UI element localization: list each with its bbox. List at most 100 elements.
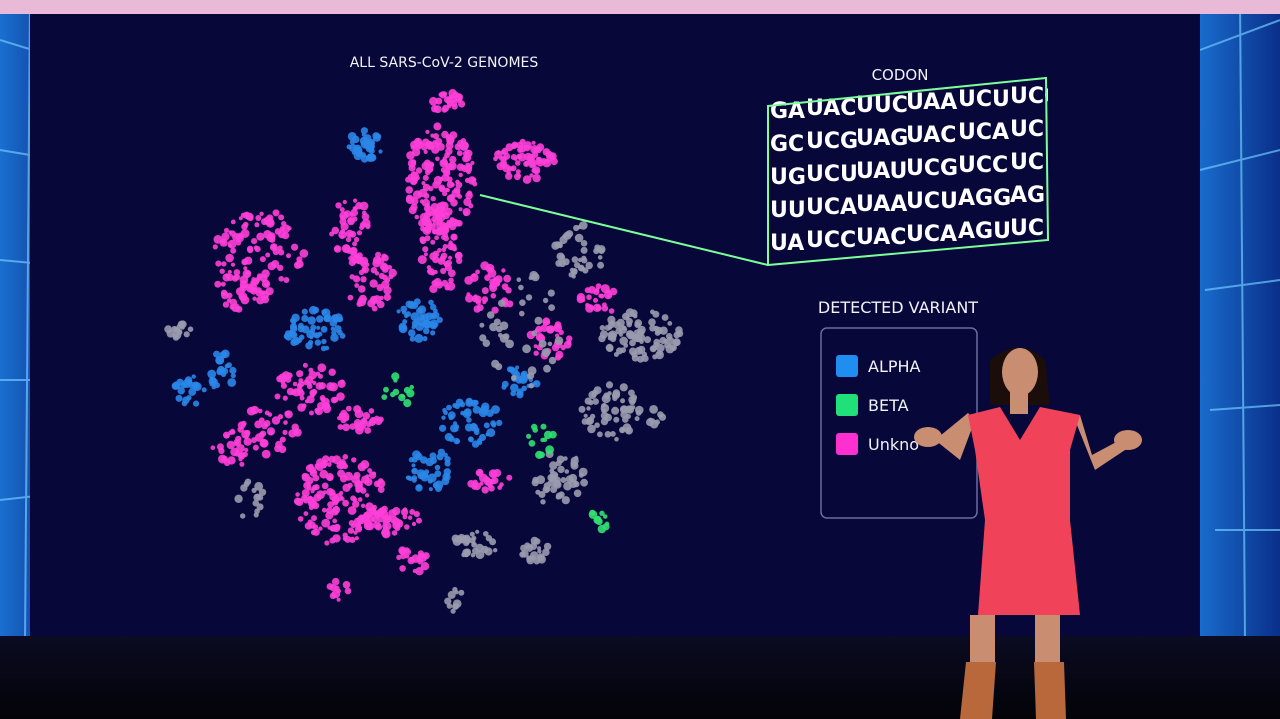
genome-dot xyxy=(542,548,550,556)
genome-dot xyxy=(446,176,453,183)
genome-dot xyxy=(620,398,626,404)
genome-dot xyxy=(322,490,327,495)
genome-dot xyxy=(309,469,318,477)
genome-dot xyxy=(377,416,384,423)
genome-dot xyxy=(242,211,251,219)
genome-dot xyxy=(473,305,481,313)
genome-dot xyxy=(516,173,521,178)
genome-dot xyxy=(376,479,386,489)
genome-dot xyxy=(338,230,347,239)
genome-dot xyxy=(543,542,552,551)
legend-swatch xyxy=(836,433,858,455)
genome-dot xyxy=(361,515,367,520)
genome-dot xyxy=(368,471,377,479)
genome-dot xyxy=(361,265,370,274)
genome-dot xyxy=(484,547,493,556)
genome-dot xyxy=(478,469,483,474)
genome-dot xyxy=(654,419,660,425)
genome-dot xyxy=(546,325,554,333)
genome-dot xyxy=(464,149,470,155)
genome-dot xyxy=(425,203,430,209)
genome-dot xyxy=(453,93,459,99)
genome-dot xyxy=(338,412,344,418)
codon: UCG xyxy=(906,156,958,181)
genome-dot xyxy=(297,516,304,522)
genome-dot xyxy=(279,226,285,231)
genome-dot xyxy=(444,456,451,463)
genome-dot xyxy=(455,398,464,407)
genome-dot xyxy=(219,268,225,274)
genome-dot xyxy=(656,343,665,353)
genome-dot xyxy=(470,552,476,558)
genome-dot xyxy=(442,156,447,161)
genome-dot xyxy=(257,408,263,414)
genome-dot xyxy=(479,334,487,342)
genome-dot xyxy=(526,433,532,439)
genome-dot xyxy=(607,315,616,324)
genome-dot xyxy=(451,103,458,110)
genome-dot xyxy=(250,279,257,286)
genome-dot xyxy=(563,481,572,491)
genome-dot xyxy=(612,395,618,402)
codon: UCA xyxy=(958,120,1009,145)
genome-dot xyxy=(463,197,472,207)
genome-dot xyxy=(254,222,260,228)
genome-dot xyxy=(537,546,542,551)
genome-dot xyxy=(449,163,455,169)
genome-dot xyxy=(415,167,423,174)
genome-dot xyxy=(379,295,384,301)
genome-dot xyxy=(419,199,425,204)
genome-dot xyxy=(510,383,519,393)
genome-dot xyxy=(597,431,603,438)
genome-dot xyxy=(614,436,619,442)
genome-dot xyxy=(391,530,398,536)
genome-dot xyxy=(549,468,555,474)
genome-dot xyxy=(298,334,305,341)
genome-dot xyxy=(535,489,541,495)
genome-dot xyxy=(466,292,471,297)
genome-dot xyxy=(288,429,297,438)
genome-dot xyxy=(355,202,363,210)
genome-dot xyxy=(533,344,538,349)
genome-dot xyxy=(460,410,465,416)
genome-dot xyxy=(241,430,250,439)
genome-dot xyxy=(586,406,591,411)
genome-dot xyxy=(424,469,430,475)
genome-dot xyxy=(613,416,620,423)
genome-dot xyxy=(455,439,460,444)
genome-dot xyxy=(472,547,479,555)
genome-dot xyxy=(540,437,545,443)
genome-dot xyxy=(589,509,596,516)
genome-dot xyxy=(253,245,259,250)
genome-dot xyxy=(398,393,406,402)
genome-dot xyxy=(334,493,343,502)
genome-dot xyxy=(452,246,458,252)
genome-dot xyxy=(210,445,216,451)
genome-dot xyxy=(376,133,382,139)
genome-dot xyxy=(277,245,283,251)
genome-dot xyxy=(440,267,447,275)
genome-dot xyxy=(571,268,578,274)
genome-dot xyxy=(277,264,284,271)
codon: AGU xyxy=(958,219,1011,244)
genome-dot xyxy=(649,324,656,332)
genome-dot xyxy=(308,339,314,346)
genome-dot xyxy=(443,468,451,476)
genome-dot xyxy=(493,548,498,553)
genome-dot xyxy=(555,350,564,359)
genome-dot xyxy=(577,257,583,263)
genome-dot xyxy=(325,507,333,514)
genome-dot xyxy=(321,308,331,318)
genome-dot xyxy=(332,499,339,506)
genome-dot xyxy=(243,481,250,487)
genome-dot xyxy=(490,293,497,299)
genome-dot xyxy=(582,267,589,274)
genome-dot xyxy=(292,381,298,387)
genome-dot xyxy=(383,293,392,301)
genome-dot xyxy=(318,382,326,390)
genome-dot xyxy=(357,462,367,472)
genome-dot xyxy=(519,310,525,317)
genome-dot xyxy=(172,381,181,390)
genome-dot xyxy=(485,432,490,437)
genome-dot xyxy=(422,246,429,253)
